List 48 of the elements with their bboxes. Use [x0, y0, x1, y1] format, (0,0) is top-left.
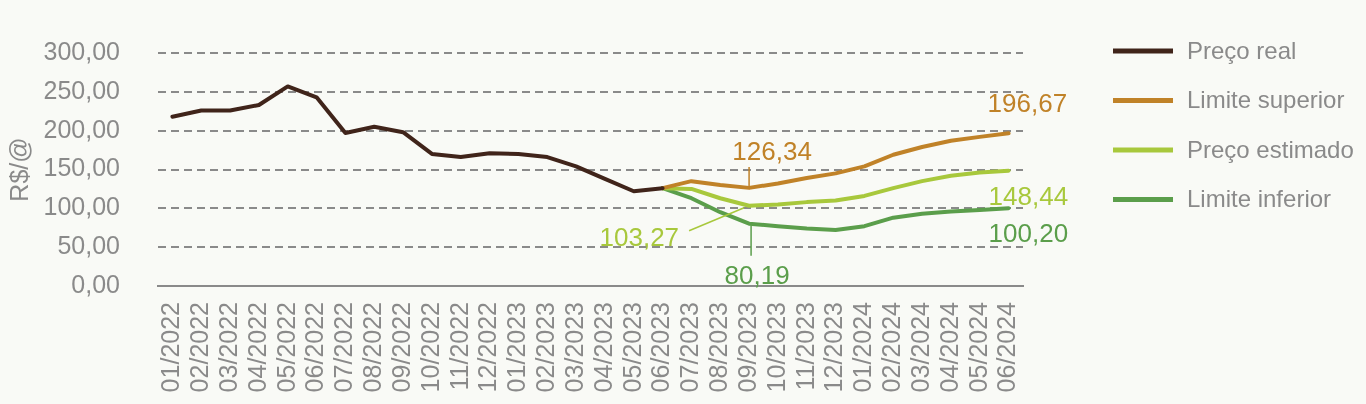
- x-tick-label: 10/2022: [415, 302, 444, 393]
- x-tick-label: 12/2023: [819, 302, 848, 393]
- data-label: 148,44: [988, 180, 1069, 211]
- x-tick-label: 03/2024: [905, 301, 934, 393]
- y-tick-label: 200,00: [43, 114, 120, 143]
- x-tick-label: 01/2024: [848, 301, 877, 393]
- x-tick-label: 05/2024: [963, 301, 992, 393]
- x-tick-label: 04/2024: [934, 301, 963, 393]
- y-tick-label: 300,00: [43, 36, 120, 65]
- x-tick-label: 09/2023: [732, 302, 761, 393]
- x-tick-label: 01/2023: [502, 302, 531, 393]
- x-tick-label: 10/2023: [761, 302, 790, 393]
- data-label: 100,20: [988, 218, 1069, 249]
- y-tick-label: 250,00: [43, 75, 120, 104]
- x-tick-label: 11/2022: [444, 302, 473, 391]
- y-tick-label: 50,00: [57, 231, 120, 260]
- x-tick-label: 11/2023: [790, 302, 819, 391]
- legend-label: Limite superior: [1187, 86, 1345, 114]
- x-tick-label: 07/2023: [675, 302, 704, 393]
- data-label: 126,34: [732, 135, 812, 166]
- x-tick-label: 06/2024: [992, 301, 1021, 393]
- x-tick-label: 02/2023: [531, 302, 560, 393]
- legend-label: Limite inferior: [1187, 185, 1332, 213]
- y-tick-label: 0,00: [71, 269, 120, 298]
- x-tick-label: 03/2022: [213, 302, 242, 393]
- legend-label: Preço estimado: [1187, 135, 1354, 163]
- y-tick-label: 100,00: [43, 192, 120, 221]
- x-tick-label: 08/2022: [358, 302, 387, 393]
- data-label: 103,27: [599, 221, 680, 252]
- x-tick-label: 01/2022: [156, 302, 185, 393]
- x-tick-label: 05/2023: [617, 302, 646, 393]
- x-tick-label: 06/2023: [646, 302, 675, 393]
- x-tick-label: 04/2023: [588, 302, 617, 393]
- data-label: 196,67: [987, 88, 1068, 119]
- y-tick-label: 150,00: [43, 153, 120, 182]
- x-tick-label: 06/2022: [300, 302, 329, 393]
- x-tick-label: 03/2023: [559, 302, 588, 393]
- x-tick-label: 09/2022: [386, 302, 415, 393]
- y-axis-title: R$/@: [4, 137, 33, 202]
- x-tick-label: 02/2022: [185, 302, 214, 393]
- legend-label: Preço real: [1187, 36, 1297, 64]
- x-tick-label: 07/2022: [329, 302, 358, 393]
- x-tick-label: 12/2022: [473, 302, 502, 393]
- x-tick-label: 02/2024: [877, 301, 906, 393]
- x-tick-label: 04/2022: [242, 302, 271, 393]
- x-tick-label: 08/2023: [704, 302, 733, 393]
- x-tick-label: 05/2022: [271, 302, 300, 393]
- data-label: 80,19: [724, 259, 790, 290]
